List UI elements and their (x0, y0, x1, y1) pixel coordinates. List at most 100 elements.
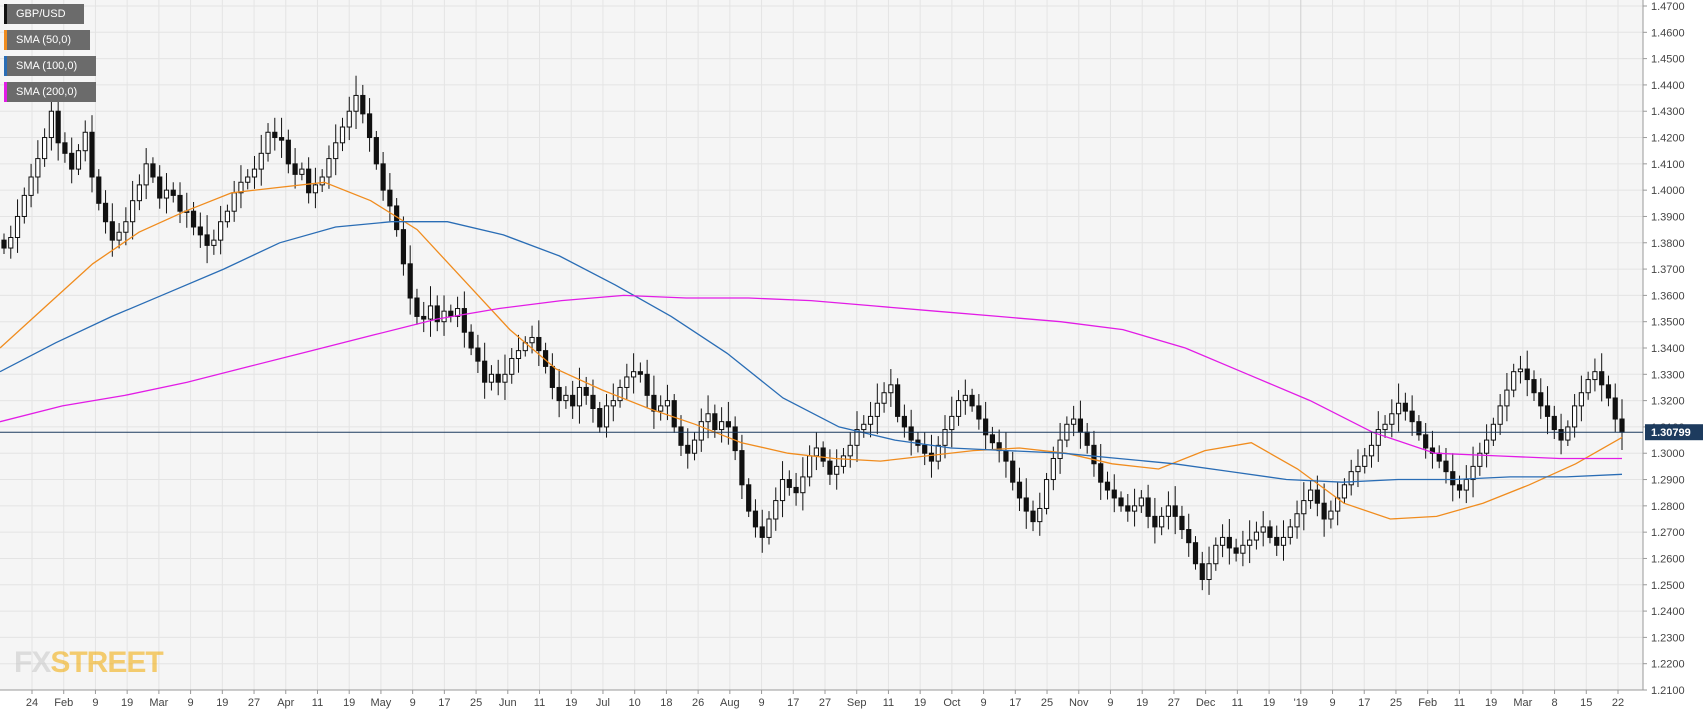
candle-body (685, 444, 691, 454)
candle-body (1524, 368, 1530, 381)
candle-body (285, 139, 291, 165)
candle-body (1477, 452, 1483, 467)
candle-body (691, 439, 698, 454)
x-tick-label: 15 (1580, 697, 1592, 709)
candle-body (888, 384, 894, 394)
candle-body (1226, 536, 1232, 549)
legend-item-sma200[interactable]: SMA (200,0) (4, 82, 96, 102)
candle-body (1565, 426, 1571, 441)
candle-body (89, 131, 95, 178)
x-tick-label: Dec (1196, 697, 1216, 709)
candle-body (712, 413, 718, 431)
candle-body (556, 386, 562, 402)
candle-body (211, 239, 217, 246)
legend-item-sma100[interactable]: SMA (100,0) (4, 56, 96, 76)
candle-body (610, 400, 616, 407)
candle-body (1152, 515, 1158, 528)
candle-body (1375, 429, 1381, 446)
x-tick-label: 11 (534, 697, 545, 709)
candle-body (366, 113, 373, 139)
candle-body (881, 392, 887, 404)
candle-body (1368, 444, 1375, 457)
candle-body (123, 221, 129, 233)
legend-item-sma50[interactable]: SMA (50,0) (4, 30, 90, 50)
candle-body (698, 421, 704, 441)
candle-body (69, 152, 75, 170)
candle-body (1362, 455, 1368, 467)
candle-body (1328, 510, 1334, 520)
candle-body (563, 394, 569, 402)
x-tick-label: 19 (343, 697, 355, 709)
y-tick-label: 1.3700 (1651, 264, 1685, 276)
candle-body (1240, 544, 1246, 554)
x-tick-label: Mar (149, 697, 168, 709)
candle-body (1456, 484, 1463, 491)
sma-line-500 (0, 181, 1623, 520)
x-tick-label: 26 (692, 697, 704, 709)
candle-body (1612, 397, 1618, 420)
x-tick-label: 9 (758, 697, 764, 709)
candle-body (306, 168, 312, 194)
candle-body (454, 308, 461, 317)
x-tick-label: 27 (819, 697, 831, 709)
candle-body (272, 131, 278, 139)
legend-swatch-sma100 (4, 56, 7, 76)
y-tick-label: 1.2300 (1651, 632, 1685, 644)
candle-body (1010, 460, 1016, 483)
candle-body (807, 455, 813, 478)
x-tick-label: 9 (1329, 697, 1335, 709)
x-tick-label: Jun (499, 697, 517, 709)
candle-body (1511, 371, 1517, 391)
time-axis: 24 Feb 9 19 Mar 9 19 27 Apr 11 19 May 9 17 25 Jun 11 19 Ju… (0, 689, 1643, 709)
legend-label-gbpusd: GBP/USD (16, 8, 66, 20)
logo-fx: FX (14, 646, 51, 679)
candle-body (793, 486, 799, 494)
logo-street: STREET (50, 646, 163, 679)
candle-body (779, 479, 786, 502)
candle-body (827, 460, 833, 475)
y-tick-label: 1.3900 (1651, 211, 1685, 223)
candle-body (1172, 505, 1178, 517)
moving-averages (0, 181, 1623, 520)
candle-body (576, 386, 583, 407)
candle-body (759, 526, 765, 538)
x-tick-label: 19 (121, 697, 133, 709)
fxstreet-logo: FXSTREET (14, 646, 164, 680)
candle-body (671, 400, 677, 428)
candle-body (1558, 429, 1564, 441)
candle-body (840, 455, 847, 467)
candle-body (1165, 505, 1172, 517)
x-tick-label: 9 (1107, 697, 1113, 709)
candle-body (1037, 507, 1043, 523)
y-tick-label: 1.2100 (1651, 685, 1685, 697)
candle-body (901, 415, 907, 428)
candle-body (1219, 536, 1226, 546)
candle-body (1287, 526, 1293, 538)
candle-body (1538, 392, 1544, 407)
candle-body (630, 371, 637, 378)
x-tick-label: 10 (629, 697, 641, 709)
candle-body (1544, 405, 1551, 417)
candle-body (1125, 505, 1131, 512)
candle-body (895, 384, 901, 417)
candle-body (82, 131, 88, 152)
price-axis: 1.2100 1.2200 1.2300 1.2400 1.2500 1.2600 1.27… (1642, 0, 1685, 697)
candle-body (515, 350, 522, 360)
y-tick-label: 1.2900 (1651, 475, 1685, 487)
x-tick-label: Apr (277, 697, 294, 709)
candle-body (983, 418, 989, 436)
candle-body (1517, 368, 1524, 373)
x-tick-label: 9 (981, 697, 987, 709)
candle-body (732, 426, 738, 452)
x-tick-label: 19 (1485, 697, 1497, 709)
x-tick-label: 27 (248, 697, 260, 709)
candle-body (190, 210, 197, 228)
candle-body (102, 202, 109, 223)
candle-body (1050, 457, 1056, 481)
candle-body (976, 405, 982, 420)
x-tick-label: Feb (54, 697, 73, 709)
legend-item-gbpusd[interactable]: GBP/USD (4, 4, 84, 24)
candle-body (861, 423, 867, 431)
candle-body (1111, 489, 1117, 499)
